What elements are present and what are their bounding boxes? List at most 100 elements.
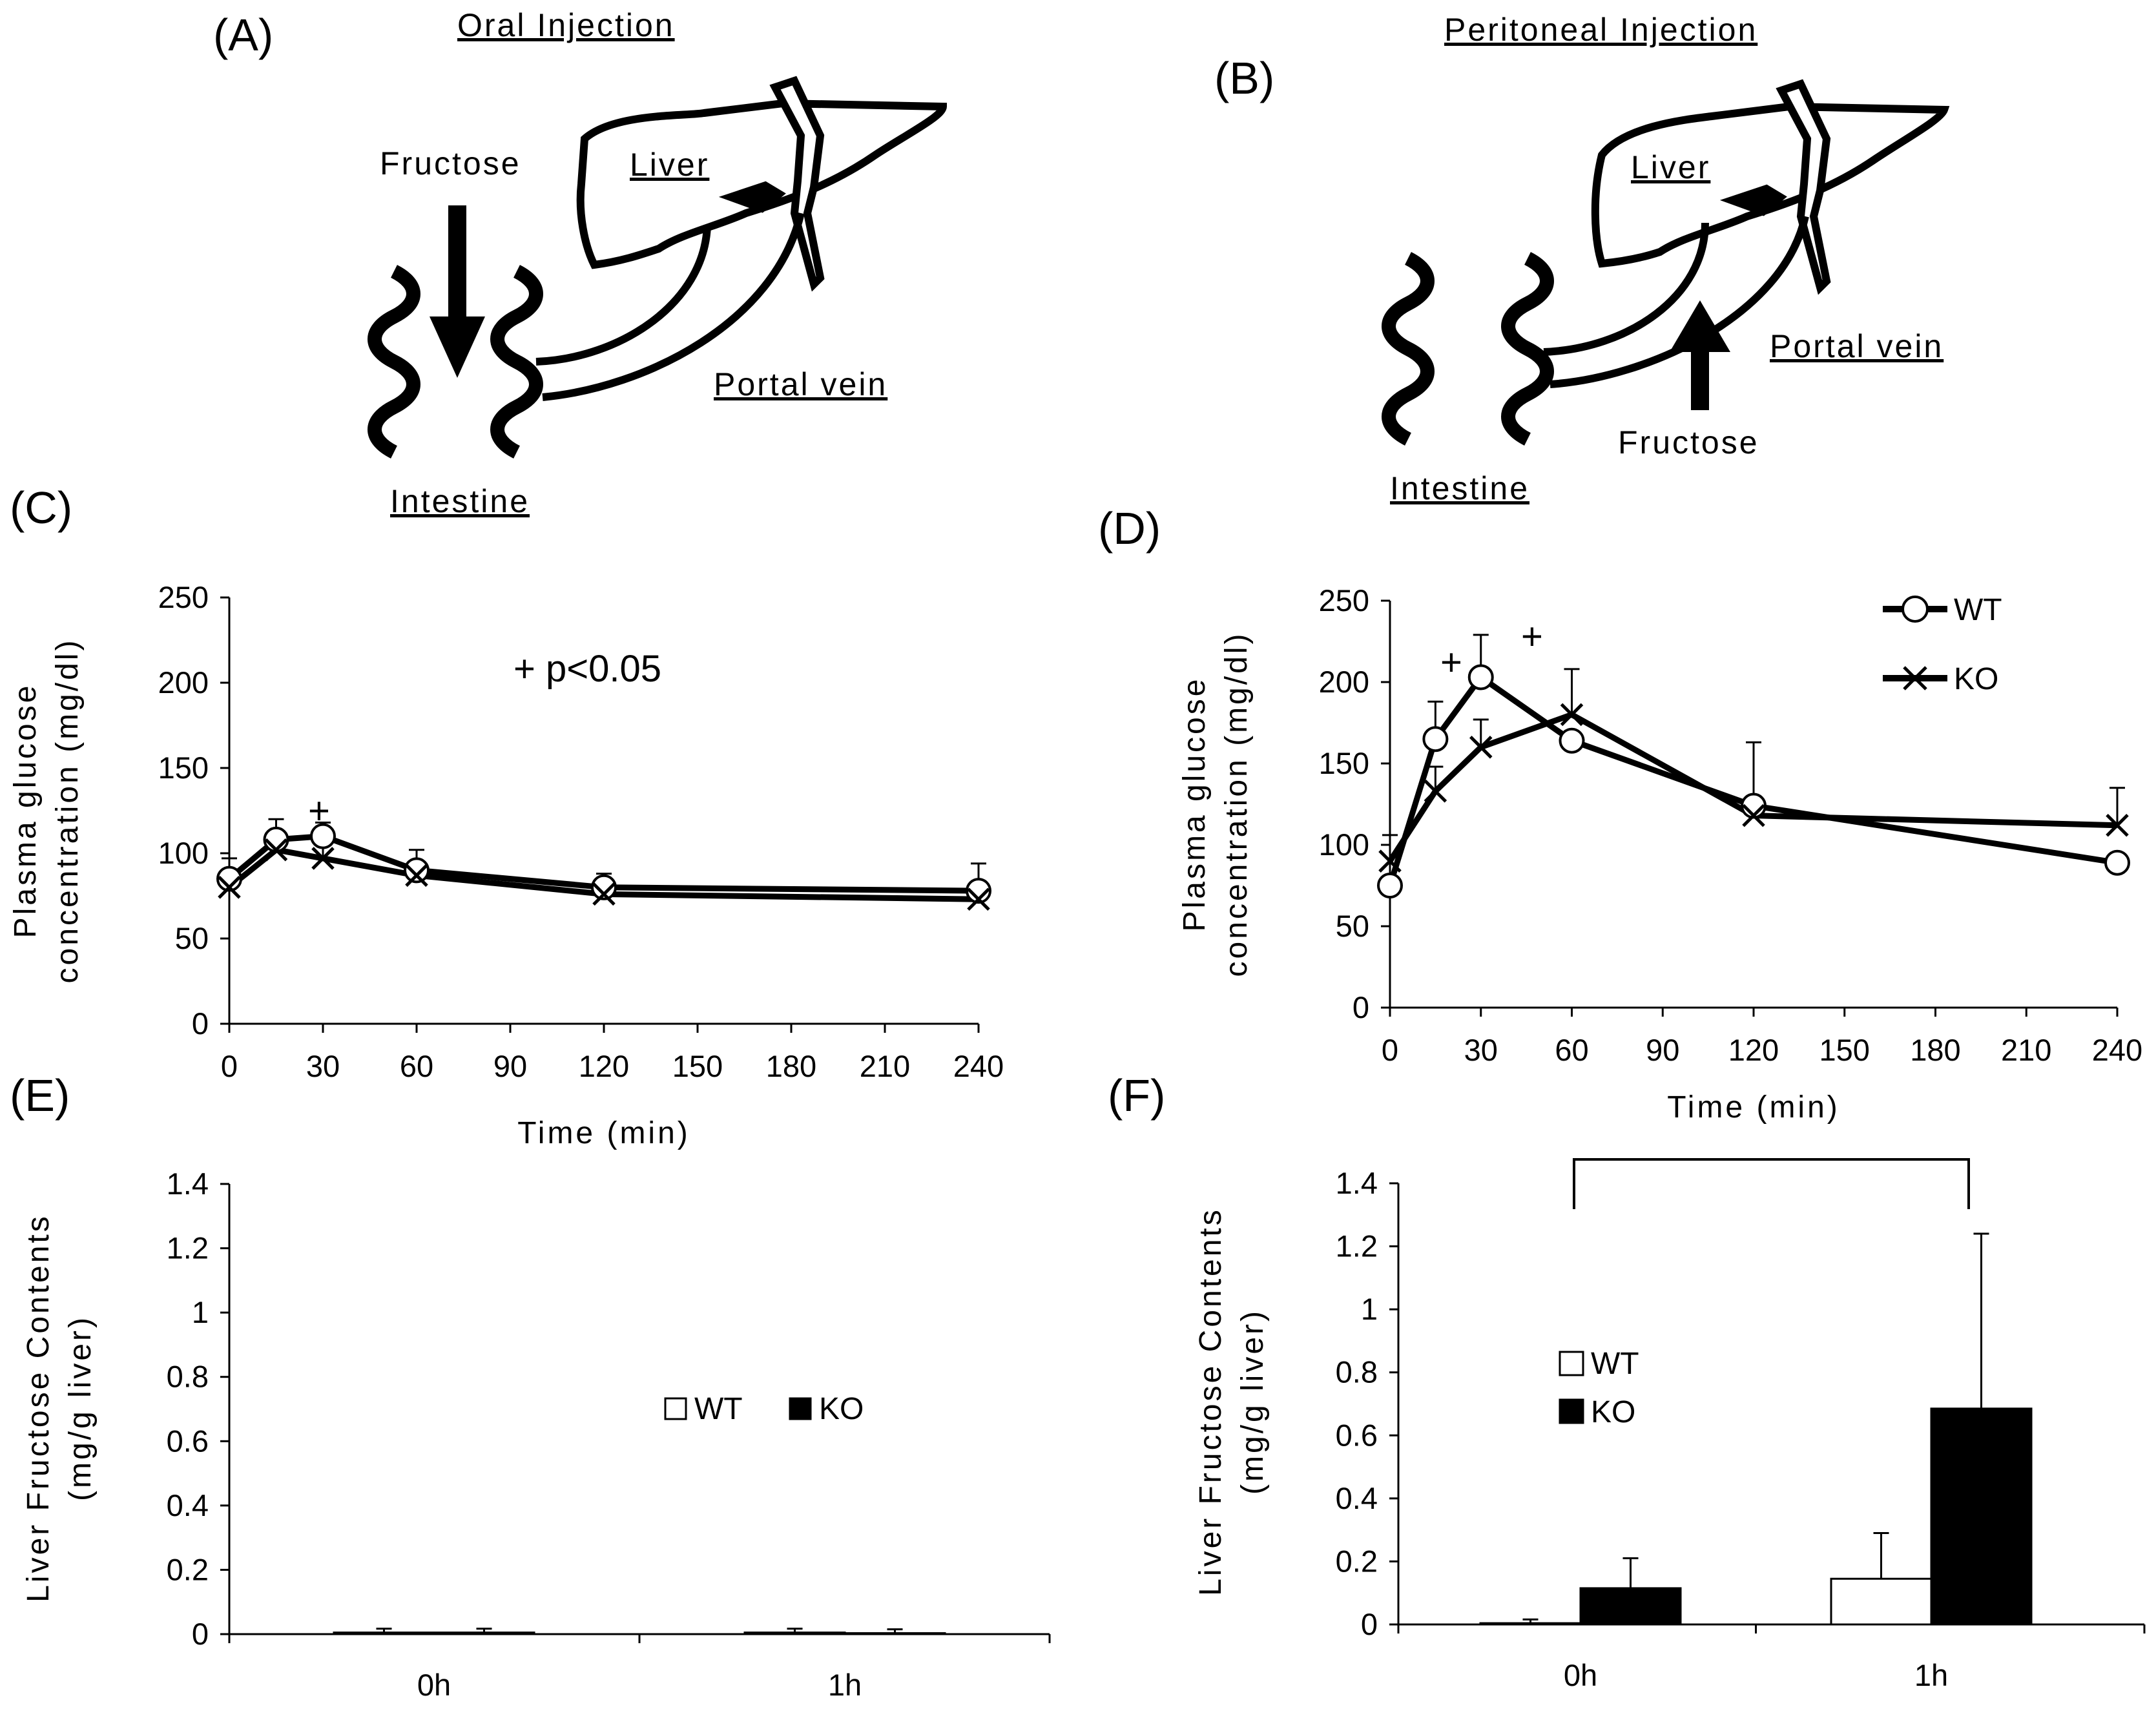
chart-d-marks — [1377, 634, 2130, 898]
chart-c-plus-30: + — [308, 790, 330, 832]
panel-b-intestine-left-wall — [1382, 252, 1435, 446]
chart-d-wt-point — [1377, 873, 1403, 898]
chart-e-y-tick-label: 0.8 — [167, 1360, 209, 1394]
chart-d-y-tick-label: 0 — [1353, 990, 1369, 1024]
chart-d-y-axis-label-1: Plasma glucose — [1177, 677, 1212, 932]
chart-f-category-label: 0h — [1564, 1658, 1597, 1692]
chart-d-axes: 0 50 100 150 200 250 0 30 60 90 120 150 180 210 240 Tim… — [1177, 583, 2142, 1125]
chart-e-legend-ko: KO — [819, 1392, 864, 1426]
chart-c-wt-point — [310, 823, 336, 849]
chart-f-legend-ko-swatch — [1559, 1398, 1584, 1424]
chart-d-x-tick-label: 210 — [2001, 1033, 2051, 1067]
panel-f-letter: (F) — [1108, 1070, 1165, 1121]
chart-e-category-label: 1h — [828, 1668, 862, 1702]
chart-d-legend-wt-marker — [1902, 596, 1929, 623]
panel-a-title: Oral Injection — [457, 7, 675, 43]
chart-c-x-tick-label: 180 — [766, 1049, 816, 1083]
chart-e-y-axis-label-1: Liver Fructose Contents — [21, 1214, 56, 1602]
chart-d-x-tick-label: 240 — [2092, 1033, 2142, 1067]
panel-b-gallbladder-duct — [1776, 79, 1831, 295]
panel-b-liver-label: Liver — [1631, 149, 1710, 185]
chart-d-x-axis-label: Time (min) — [1667, 1090, 1840, 1125]
chart-c-wt-point — [404, 857, 430, 884]
chart-c-x-tick-label: 150 — [672, 1049, 723, 1083]
chart-c-y-tick-label: 200 — [158, 665, 209, 700]
chart-e-wt-bar — [333, 1632, 435, 1635]
panel-d-letter: (D) — [1098, 503, 1161, 554]
chart-c-y-tick-label: 0 — [192, 1006, 209, 1041]
chart-d-ko-point — [1424, 780, 1447, 803]
chart-e-marks — [333, 1628, 946, 1635]
chart-d-y-tick-label: 50 — [1336, 909, 1369, 943]
chart-d-legend: WT KO — [1883, 593, 2002, 696]
chart-d-y-tick-label: 150 — [1319, 746, 1369, 780]
chart-d-legend-wt: WT — [1954, 593, 2002, 627]
panel-b-letter: (B) — [1214, 53, 1274, 103]
chart-c-x-tick-label: 90 — [493, 1049, 527, 1083]
chart-d-x-tick-label: 120 — [1728, 1033, 1779, 1067]
chart-e-y-tick-label: 0.2 — [167, 1552, 209, 1586]
panel-a-intestine-right-wall — [490, 265, 543, 459]
chart-e-y-tick-label: 0.6 — [167, 1424, 209, 1458]
chart-c-ko-point — [405, 864, 428, 887]
chart-d: 0 50 100 150 200 250 0 30 60 90 120 150 180 210 240 Tim… — [1177, 583, 2142, 1125]
panel-b-portal-vein-outer — [1550, 215, 1809, 388]
panel-b-diagram: (B) Peritoneal Injection Liver Portal ve… — [1214, 12, 1950, 506]
chart-c-y-tick-label: 250 — [158, 580, 209, 614]
chart-d-x-tick-label: 60 — [1555, 1033, 1588, 1067]
panel-a-hilum — [718, 181, 786, 213]
chart-f-y-tick-label: 0.2 — [1336, 1544, 1378, 1578]
chart-f-y-tick-label: 0.4 — [1336, 1481, 1378, 1515]
chart-f-wt-bar — [1479, 1622, 1582, 1626]
chart-d-x-tick-label: 30 — [1464, 1033, 1498, 1067]
panel-a-fructose-label: Fructose — [380, 145, 521, 181]
chart-e-legend-wt-swatch — [664, 1397, 687, 1420]
chart-c-axes: 0 50 100 150 200 250 0 30 60 90 120 150 180 210 240 Tim… — [8, 580, 1004, 1150]
panel-a-portal-vein-inner — [535, 225, 711, 366]
chart-e-y-tick-label: 0 — [192, 1617, 209, 1651]
chart-f-y-tick-label: 0.8 — [1336, 1355, 1378, 1389]
panel-a-letter: (A) — [213, 10, 273, 60]
chart-e-legend-ko-swatch — [789, 1397, 812, 1420]
chart-c-ko-point — [311, 847, 335, 870]
panel-b-intestine-right-wall — [1501, 252, 1554, 446]
chart-c-y-axis-label-1: Plasma glucose — [8, 683, 43, 938]
chart-f-y-tick-label: 0.6 — [1336, 1418, 1378, 1452]
chart-f-ko-bar — [1579, 1587, 1682, 1626]
chart-e-y-tick-label: 1.4 — [167, 1167, 209, 1201]
chart-e-y-axis-label-2: (mg/g liver) — [63, 1315, 98, 1501]
chart-c-marks — [216, 818, 991, 911]
chart-e-wt-bar — [743, 1632, 846, 1635]
chart-f-category-label: 1h — [1914, 1658, 1948, 1692]
chart-c-ko-point — [218, 876, 241, 899]
chart-e-ko-bar — [433, 1632, 535, 1635]
chart-f-legend-ko: KO — [1591, 1395, 1635, 1429]
chart-f-marks — [1479, 1232, 2033, 1626]
panel-b-portal-vein-label: Portal vein — [1770, 328, 1944, 364]
chart-d-y-axis-label-2: concentration (mg/dl) — [1219, 632, 1254, 977]
panel-a-liver-label: Liver — [630, 147, 709, 183]
chart-f-y-axis-label-2: (mg/g liver) — [1236, 1309, 1270, 1495]
panel-a-intestine-label: Intestine — [390, 483, 530, 519]
chart-d-legend-ko: KO — [1954, 662, 1998, 696]
chart-d-ko-line — [1387, 711, 2118, 863]
chart-e-legend: WT KO — [664, 1392, 864, 1426]
chart-c-x-tick-label: 240 — [953, 1049, 1004, 1083]
chart-e: 0 0.2 0.4 0.6 0.8 1 1.2 1.4 0h 1h Liver Fructose C… — [21, 1167, 1051, 1702]
chart-f-legend-wt: WT — [1591, 1347, 1639, 1381]
chart-d-y-tick-label: 200 — [1319, 665, 1369, 699]
chart-d-y-tick-label: 250 — [1319, 583, 1369, 617]
chart-f-y-tick-label: 1.4 — [1336, 1166, 1378, 1200]
chart-f-y-tick-label: 1.2 — [1336, 1229, 1378, 1263]
chart-f-axes: 0 0.2 0.4 0.6 0.8 1 1.2 1.4 0h 1h Liver Fructose C… — [1194, 1166, 2146, 1692]
chart-c-ko-point — [264, 838, 288, 862]
chart-c-y-tick-label: 150 — [158, 751, 209, 785]
chart-d-x-tick-label: 90 — [1646, 1033, 1679, 1067]
chart-f-y-tick-label: 1 — [1361, 1292, 1378, 1326]
panel-b-fructose-arrow — [1670, 300, 1730, 410]
chart-f-legend: WT KO — [1559, 1347, 1639, 1429]
chart-c: 0 50 100 150 200 250 0 30 60 90 120 150 180 210 240 Tim… — [8, 580, 1004, 1150]
chart-f-wt-bar — [1830, 1577, 1933, 1626]
chart-c-wt-point — [216, 866, 242, 892]
chart-c-x-axis-label: Time (min) — [517, 1116, 690, 1150]
